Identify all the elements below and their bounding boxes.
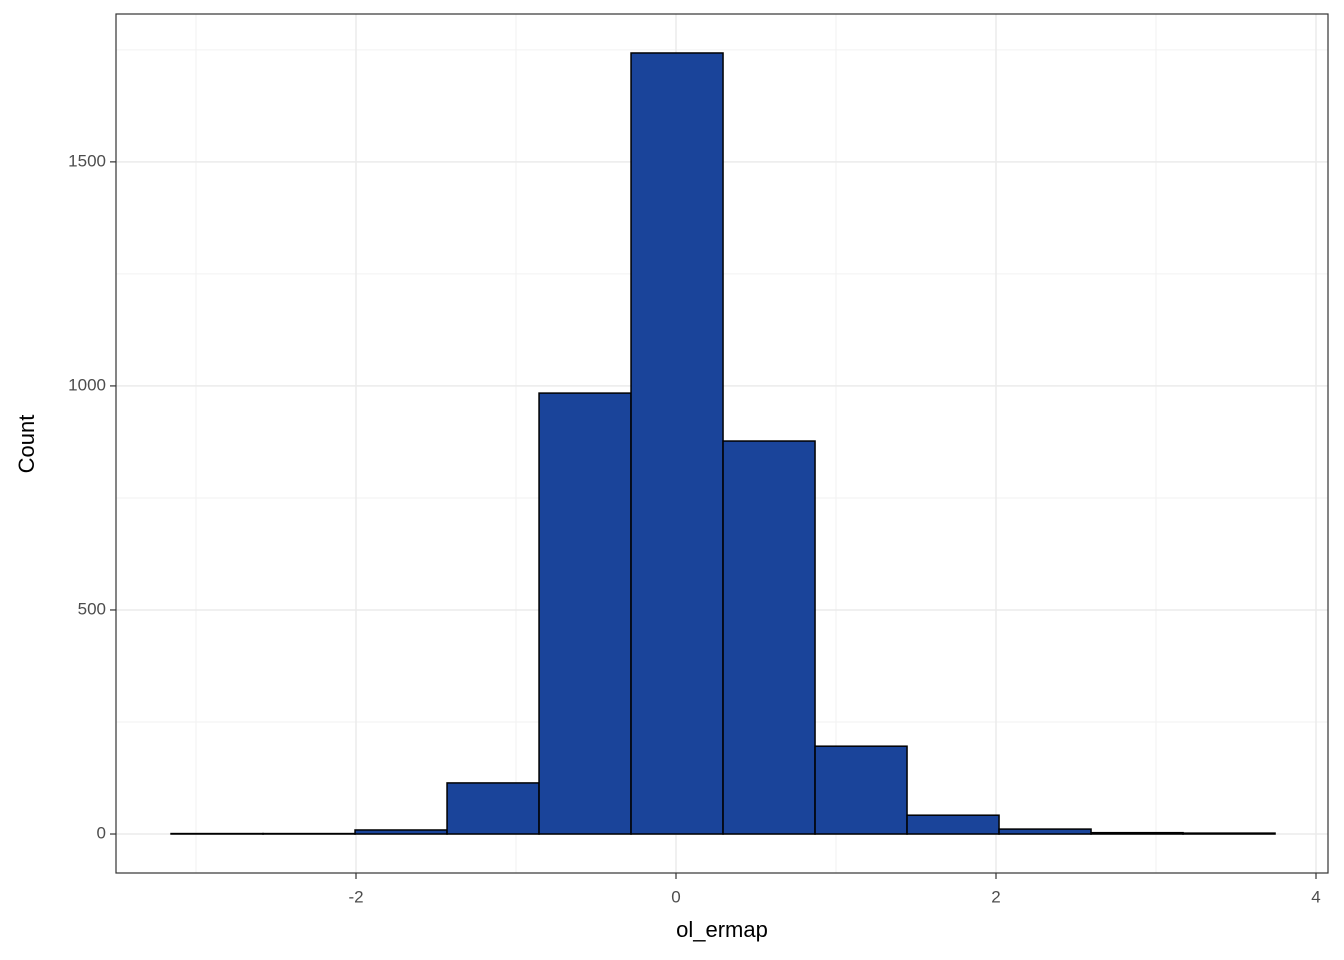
x-tick-label: 4 [1311,887,1320,906]
y-tick-label: 1000 [68,375,106,394]
bar [446,782,540,835]
y-tick-label: 1500 [68,151,106,170]
x-tick-label: 2 [991,887,1000,906]
x-axis-title: ol_ermap [676,917,768,942]
bar [722,440,816,835]
plot-border [115,13,1329,874]
bar [1090,831,1184,835]
x-tick-label: 0 [671,887,680,906]
bar [1182,832,1276,835]
y-tick-label: 0 [97,824,106,843]
bar [906,814,1000,835]
x-tick-label: -2 [348,887,363,906]
bar [630,52,724,835]
y-axis-title: Count [14,415,39,474]
y-tick-label: 500 [78,599,106,618]
bar [814,745,908,835]
bar [354,829,448,835]
bar [538,392,632,835]
bar [998,828,1092,835]
